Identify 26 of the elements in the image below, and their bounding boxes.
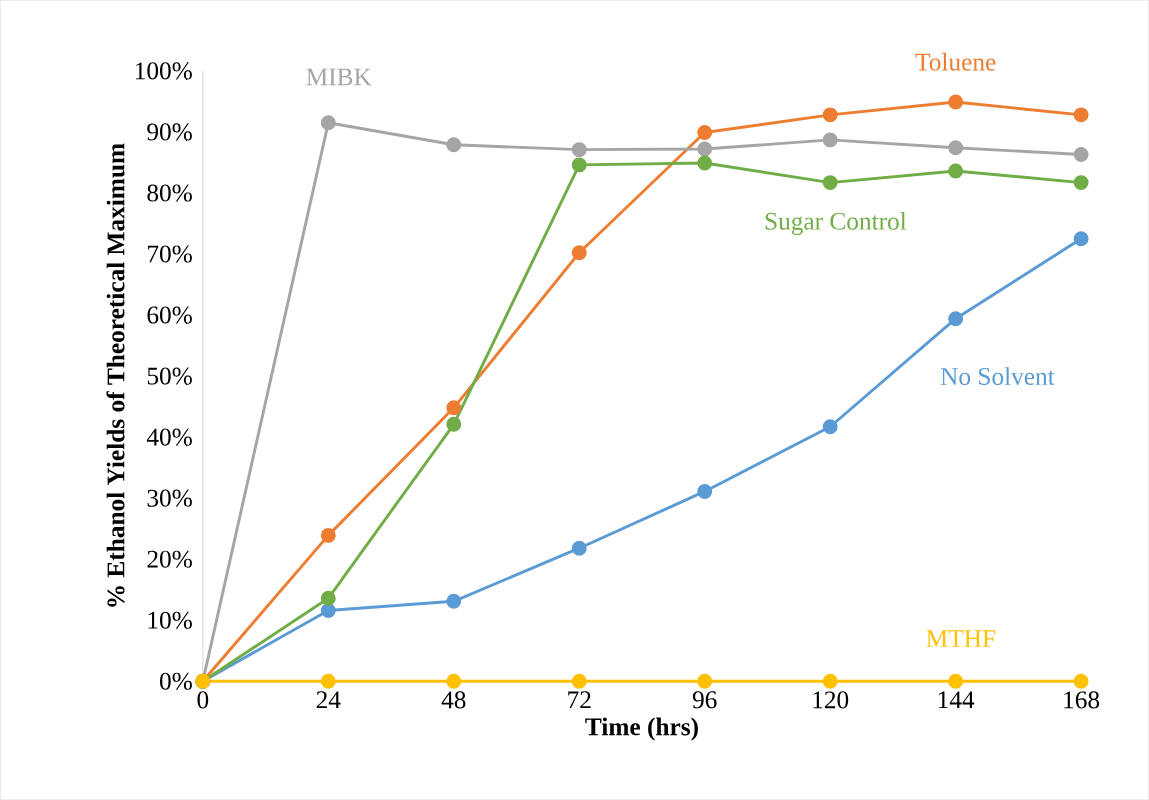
y-tick-label: 10% xyxy=(148,611,192,629)
series-label: MTHF xyxy=(926,630,996,647)
x-tick-label: 24 xyxy=(316,691,341,709)
y-tick-label: 40% xyxy=(146,428,192,446)
x-tick-label: 48 xyxy=(441,691,466,709)
x-tick-label: 96 xyxy=(692,691,717,709)
y-axis-title: % Ethanol Yields of Theoretical Maximum xyxy=(106,143,125,607)
x-tick-label: 0 xyxy=(197,691,209,709)
y-tick-label: 20% xyxy=(147,550,192,568)
series-label: MIBK xyxy=(306,68,372,86)
y-tick-label: 80% xyxy=(147,184,192,202)
x-tick-label: 168 xyxy=(1064,691,1100,709)
y-tick-label: 50% xyxy=(147,367,192,385)
series-label: Toluene xyxy=(915,52,996,71)
y-tick-label: 30% xyxy=(147,489,192,507)
y-tick-label: 70% xyxy=(148,245,192,263)
y-tick-label: 60% xyxy=(147,306,192,324)
series-label: Sugar Control xyxy=(765,211,907,235)
x-tick-label: 144 xyxy=(938,691,975,708)
y-tick-label: 0% xyxy=(160,672,192,690)
x-tick-label: 120 xyxy=(813,691,849,709)
x-tick-label: 72 xyxy=(568,691,591,709)
series-label: No Solvent xyxy=(940,367,1055,385)
y-tick-label: 90% xyxy=(147,123,192,141)
y-tick-label: 100% xyxy=(135,62,192,80)
x-axis-title: Time (hrs) xyxy=(585,717,698,741)
